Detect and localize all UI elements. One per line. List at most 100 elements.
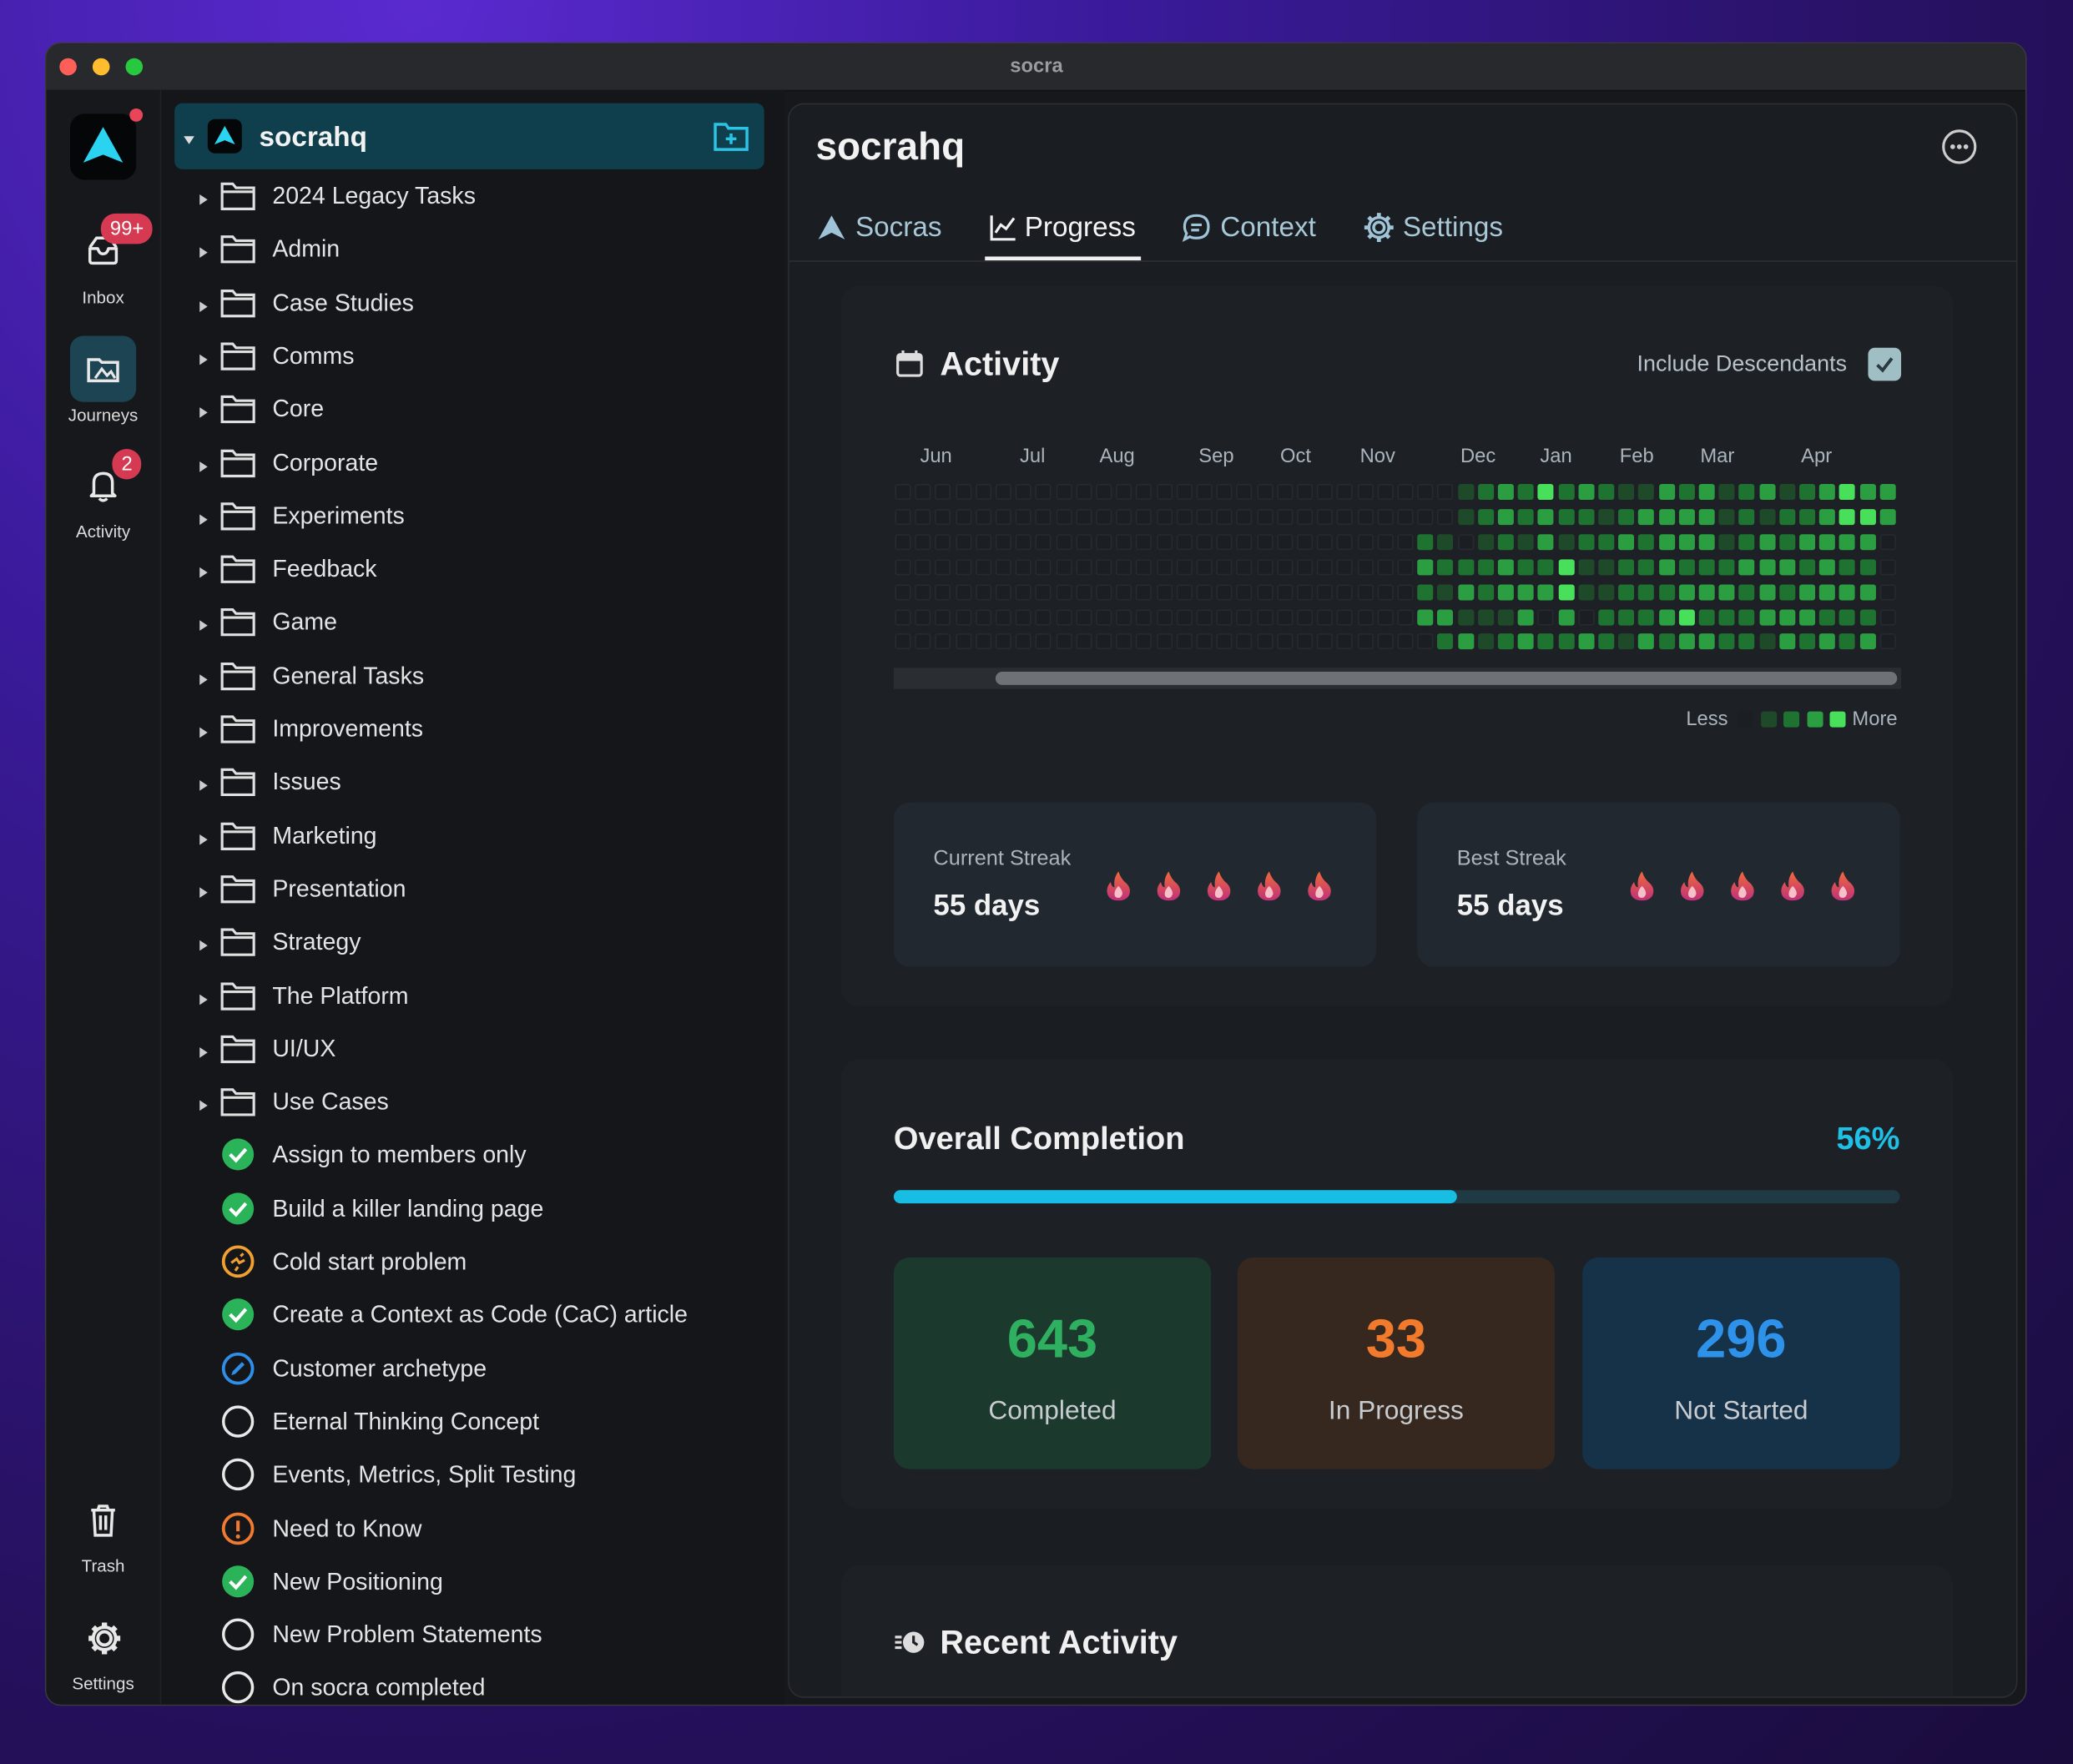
task-label[interactable]: Eternal Thinking Concept	[272, 1408, 540, 1435]
rail-label[interactable]: Inbox	[82, 287, 124, 308]
workspace-header[interactable]	[174, 103, 764, 169]
task-status-icon[interactable]	[221, 1351, 255, 1385]
expand-caret[interactable]	[199, 1041, 209, 1058]
activity-cell	[1859, 583, 1876, 600]
rail-icon[interactable]	[84, 1619, 124, 1659]
task-label[interactable]: On socra completed	[272, 1674, 486, 1701]
activity-cell	[1758, 558, 1775, 575]
folder-label[interactable]: Feedback	[272, 555, 377, 582]
activity-cell	[1196, 558, 1213, 575]
activity-cell	[1477, 558, 1494, 575]
folder-label[interactable]: Admin	[272, 235, 340, 263]
task-label[interactable]: Assign to members only	[272, 1142, 527, 1168]
rail-icon[interactable]	[84, 350, 124, 391]
task-label[interactable]: Cold start problem	[272, 1247, 467, 1275]
expand-caret[interactable]	[199, 935, 209, 951]
folder-label[interactable]: Case Studies	[272, 289, 414, 316]
close-button[interactable]	[59, 58, 77, 76]
expand-caret[interactable]	[199, 989, 209, 1005]
expand-caret[interactable]	[199, 616, 209, 632]
rail-label[interactable]: Activity	[75, 522, 131, 542]
task-label[interactable]: Need to Know	[272, 1515, 422, 1541]
expand-caret[interactable]	[199, 509, 209, 525]
activity-cell	[1116, 608, 1132, 625]
expand-caret[interactable]	[199, 882, 209, 898]
activity-cell	[1136, 633, 1153, 650]
task-label[interactable]: Build a killer landing page	[272, 1195, 544, 1222]
tab[interactable]: Context	[1220, 212, 1316, 243]
expand-caret[interactable]	[199, 456, 209, 471]
folder-label[interactable]: Game	[272, 608, 338, 636]
folder-label[interactable]: 2024 Legacy Tasks	[272, 182, 476, 209]
tab-icon[interactable]	[815, 212, 847, 244]
task-status-icon[interactable]	[221, 1671, 255, 1705]
activity-cell	[1718, 508, 1735, 525]
folder-label[interactable]: Presentation	[272, 874, 406, 902]
streak-value: 55 days	[933, 888, 1041, 922]
expand-caret[interactable]	[199, 1095, 209, 1111]
expand-caret[interactable]	[199, 775, 209, 792]
more-button[interactable]	[1941, 129, 1978, 165]
workspace-name[interactable]: socrahq	[259, 122, 367, 154]
task-status-icon[interactable]	[221, 1564, 255, 1598]
tab-icon[interactable]	[987, 212, 1019, 244]
expand-caret[interactable]	[199, 668, 209, 685]
rail-label[interactable]: Journeys	[68, 405, 139, 426]
minimize-button[interactable]	[92, 58, 110, 76]
tab-icon[interactable]	[1181, 212, 1213, 244]
task-label[interactable]: Customer archetype	[272, 1354, 487, 1382]
app-logo[interactable]	[69, 113, 137, 180]
folder-label[interactable]: The Platform	[272, 981, 409, 1009]
task-label[interactable]: Events, Metrics, Split Testing	[272, 1461, 577, 1489]
folder-label[interactable]: Corporate	[272, 449, 379, 476]
folder-label[interactable]: General Tasks	[272, 662, 425, 689]
new-folder-button[interactable]	[713, 119, 749, 154]
activity-cell	[1678, 633, 1695, 650]
expand-caret[interactable]	[199, 722, 209, 738]
rail-label[interactable]: Settings	[72, 1673, 134, 1694]
folder-label[interactable]: Comms	[272, 342, 355, 369]
rail-icon[interactable]	[84, 466, 124, 507]
folder-label[interactable]: Marketing	[272, 822, 377, 849]
task-label[interactable]: New Problem Statements	[272, 1621, 542, 1648]
folder-label[interactable]: Issues	[272, 769, 341, 795]
tab[interactable]: Socras	[855, 212, 942, 243]
folder-label[interactable]: Use Cases	[272, 1088, 389, 1116]
activity-cell	[1839, 533, 1856, 550]
task-status-icon[interactable]	[221, 1458, 255, 1492]
task-status-icon[interactable]	[221, 1191, 255, 1225]
folder-label[interactable]: Improvements	[272, 715, 424, 743]
tab-icon[interactable]	[1363, 212, 1395, 244]
task-label[interactable]: New Positioning	[272, 1568, 443, 1595]
tab[interactable]: Settings	[1402, 212, 1504, 243]
rail-icon[interactable]	[84, 1502, 124, 1542]
rail-label[interactable]: Trash	[81, 1555, 125, 1576]
task-status-icon[interactable]	[221, 1617, 255, 1651]
folder-label[interactable]: UI/UX	[272, 1035, 336, 1062]
expand-caret[interactable]	[199, 242, 209, 259]
expand-caret[interactable]	[199, 189, 209, 205]
expand-caret[interactable]	[199, 402, 209, 419]
activity-cell	[1156, 633, 1173, 650]
task-status-icon[interactable]	[221, 1511, 255, 1545]
task-status-icon[interactable]	[221, 1404, 255, 1439]
task-status-icon[interactable]	[221, 1298, 255, 1332]
folder-label[interactable]: Core	[272, 396, 325, 422]
expand-caret[interactable]	[199, 562, 209, 578]
expand-caret[interactable]	[199, 829, 209, 844]
tab[interactable]: Progress	[1024, 212, 1136, 243]
task-status-icon[interactable]	[221, 1244, 255, 1278]
task-status-icon[interactable]	[221, 1137, 255, 1172]
descendants-checkbox[interactable]	[1868, 347, 1902, 381]
zoom-button[interactable]	[125, 58, 144, 76]
expand-caret[interactable]	[199, 295, 209, 312]
activity-cell	[1698, 533, 1715, 550]
toggle-label[interactable]: Include Descendants	[1637, 350, 1848, 376]
expand-caret[interactable]	[199, 349, 209, 365]
scroll-thumb[interactable]	[995, 672, 1898, 685]
folder-label[interactable]: Experiments	[272, 501, 405, 529]
activity-cell	[1799, 484, 1816, 501]
folder-label[interactable]: Strategy	[272, 928, 361, 955]
notification-dot	[129, 108, 144, 122]
task-label[interactable]: Create a Context as Code (CaC) article	[272, 1301, 688, 1328]
